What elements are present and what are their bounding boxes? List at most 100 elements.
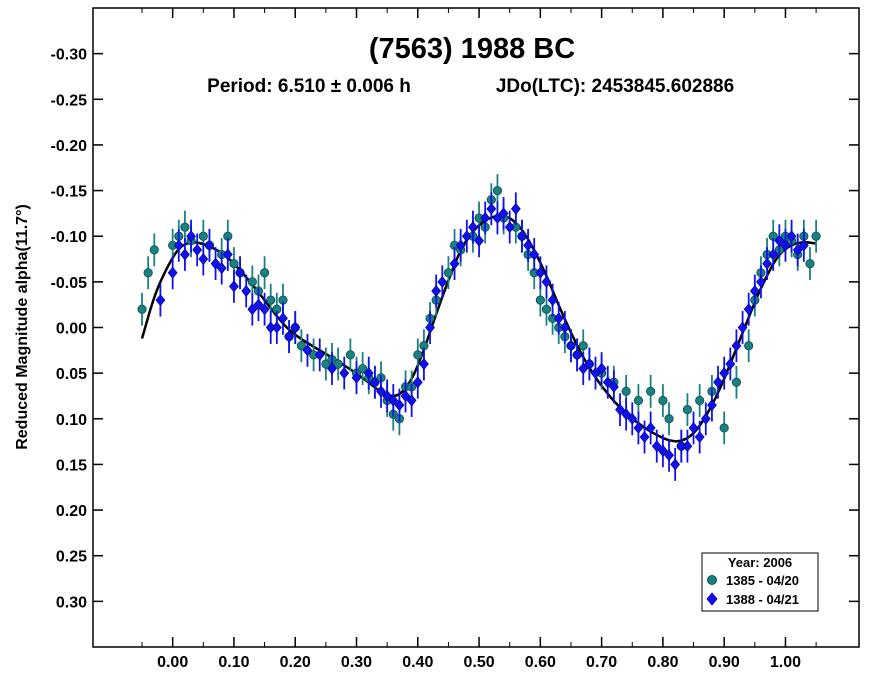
data-point-1388 bbox=[455, 239, 466, 252]
legend-box bbox=[701, 552, 819, 612]
data-point-1388 bbox=[302, 344, 313, 357]
y-tick-label: 0.20 bbox=[56, 503, 87, 520]
data-point-1388 bbox=[627, 412, 638, 425]
data-point-1385 bbox=[180, 222, 190, 232]
data-point-1385 bbox=[621, 386, 631, 396]
data-point-1385 bbox=[805, 258, 815, 269]
y-tick-label: 0.25 bbox=[56, 549, 87, 566]
data-point-1388 bbox=[590, 367, 601, 380]
data-point-1385 bbox=[682, 405, 693, 415]
legend: Year: 2006 1385 - 04/20 1388 - 04/21 bbox=[701, 552, 819, 612]
data-point-1388 bbox=[523, 239, 533, 252]
data-point-1388 bbox=[425, 321, 435, 334]
data-point-1385 bbox=[664, 414, 674, 424]
data-point-1388 bbox=[247, 303, 258, 316]
data-point-1388 bbox=[707, 399, 717, 412]
data-point-1385 bbox=[247, 277, 257, 287]
x-tick-label: 0.80 bbox=[647, 654, 678, 671]
data-point-1388 bbox=[186, 230, 196, 243]
data-point-1388 bbox=[743, 303, 754, 316]
data-point-1388 bbox=[504, 221, 515, 234]
y-tick-label: -0.15 bbox=[51, 184, 88, 201]
data-point-1388 bbox=[222, 248, 233, 261]
x-tick-label: 1.00 bbox=[770, 654, 801, 671]
data-point-1388 bbox=[419, 358, 429, 370]
data-point-1385 bbox=[345, 350, 355, 360]
data-point-1385 bbox=[695, 395, 705, 406]
data-point-1388 bbox=[633, 421, 644, 434]
data-point-1388 bbox=[394, 399, 405, 412]
data-point-1388 bbox=[431, 285, 442, 297]
data-point-1388 bbox=[271, 321, 282, 334]
y-tick-label: 0.10 bbox=[56, 412, 87, 429]
data-point-1388 bbox=[370, 376, 380, 389]
data-point-1388 bbox=[241, 285, 252, 297]
legend-marker-1385 bbox=[707, 575, 717, 585]
data-point-1388 bbox=[492, 211, 503, 224]
data-point-1388 bbox=[553, 312, 564, 325]
data-point-1388 bbox=[363, 367, 374, 380]
data-point-1388 bbox=[798, 239, 809, 252]
y-tick-label: -0.20 bbox=[51, 138, 88, 155]
data-point-1388 bbox=[602, 376, 613, 389]
data-point-1388 bbox=[725, 358, 736, 370]
y-tick-label: -0.05 bbox=[51, 275, 88, 292]
y-axis-label: Reduced Magnitude alpha(11.7°) bbox=[14, 204, 31, 450]
data-point-1388 bbox=[578, 362, 589, 375]
data-point-1388 bbox=[651, 440, 662, 453]
data-point-1388 bbox=[731, 339, 742, 352]
data-point-1385 bbox=[719, 423, 729, 433]
y-tick-label: -0.25 bbox=[51, 92, 88, 109]
data-point-1385 bbox=[259, 268, 270, 278]
data-point-1388 bbox=[461, 230, 472, 243]
data-point-1388 bbox=[173, 239, 184, 252]
data-point-1388 bbox=[608, 380, 619, 393]
data-point-1385 bbox=[333, 359, 343, 369]
data-point-1388 bbox=[278, 312, 288, 325]
data-point-1388 bbox=[437, 275, 448, 288]
data-point-1388 bbox=[204, 239, 215, 252]
data-point-1388 bbox=[768, 248, 779, 261]
data-point-1388 bbox=[327, 362, 337, 375]
legend-marker-1388 bbox=[706, 592, 718, 606]
data-point-1388 bbox=[468, 221, 478, 234]
data-point-1388 bbox=[198, 253, 209, 266]
data-point-1388 bbox=[774, 234, 785, 247]
data-point-1385 bbox=[149, 245, 159, 255]
data-point-1385 bbox=[633, 395, 643, 406]
data-point-1385 bbox=[229, 258, 239, 269]
data-point-1385 bbox=[296, 341, 306, 351]
data-point-1388 bbox=[474, 234, 484, 247]
data-point-1388 bbox=[694, 431, 705, 444]
data-point-1388 bbox=[749, 285, 760, 297]
data-point-1388 bbox=[541, 275, 552, 288]
data-point-1388 bbox=[621, 408, 632, 421]
data-points-layer bbox=[137, 174, 821, 481]
x-tick-label: 0.10 bbox=[218, 654, 249, 671]
data-point-1388 bbox=[719, 367, 730, 380]
data-point-1388 bbox=[792, 243, 803, 256]
data-point-1388 bbox=[449, 257, 460, 270]
y-tick-label: 0.15 bbox=[56, 457, 87, 474]
legend-label-1385: 1385 - 04/20 bbox=[726, 573, 799, 588]
y-tick-label: 0.05 bbox=[56, 366, 87, 383]
data-point-1388 bbox=[155, 294, 166, 307]
y-tick-label: -0.10 bbox=[51, 229, 88, 246]
data-point-1388 bbox=[535, 266, 546, 279]
x-tick-label: 0.70 bbox=[586, 654, 617, 671]
data-point-1388 bbox=[406, 394, 417, 407]
data-point-1388 bbox=[584, 358, 595, 370]
data-point-1388 bbox=[529, 248, 540, 261]
data-point-1388 bbox=[645, 421, 656, 434]
data-point-1388 bbox=[559, 321, 570, 334]
epoch-subtitle: JDo(LTC): 2453845.602886 bbox=[496, 76, 734, 97]
data-point-1385 bbox=[744, 341, 754, 351]
data-point-1385 bbox=[535, 295, 545, 305]
data-point-1388 bbox=[596, 362, 607, 375]
data-point-1385 bbox=[443, 268, 454, 278]
data-point-1388 bbox=[412, 376, 423, 389]
y-tick-label: 0.30 bbox=[56, 594, 87, 611]
data-point-1385 bbox=[137, 304, 147, 314]
x-tick-label: 0.50 bbox=[463, 654, 494, 671]
